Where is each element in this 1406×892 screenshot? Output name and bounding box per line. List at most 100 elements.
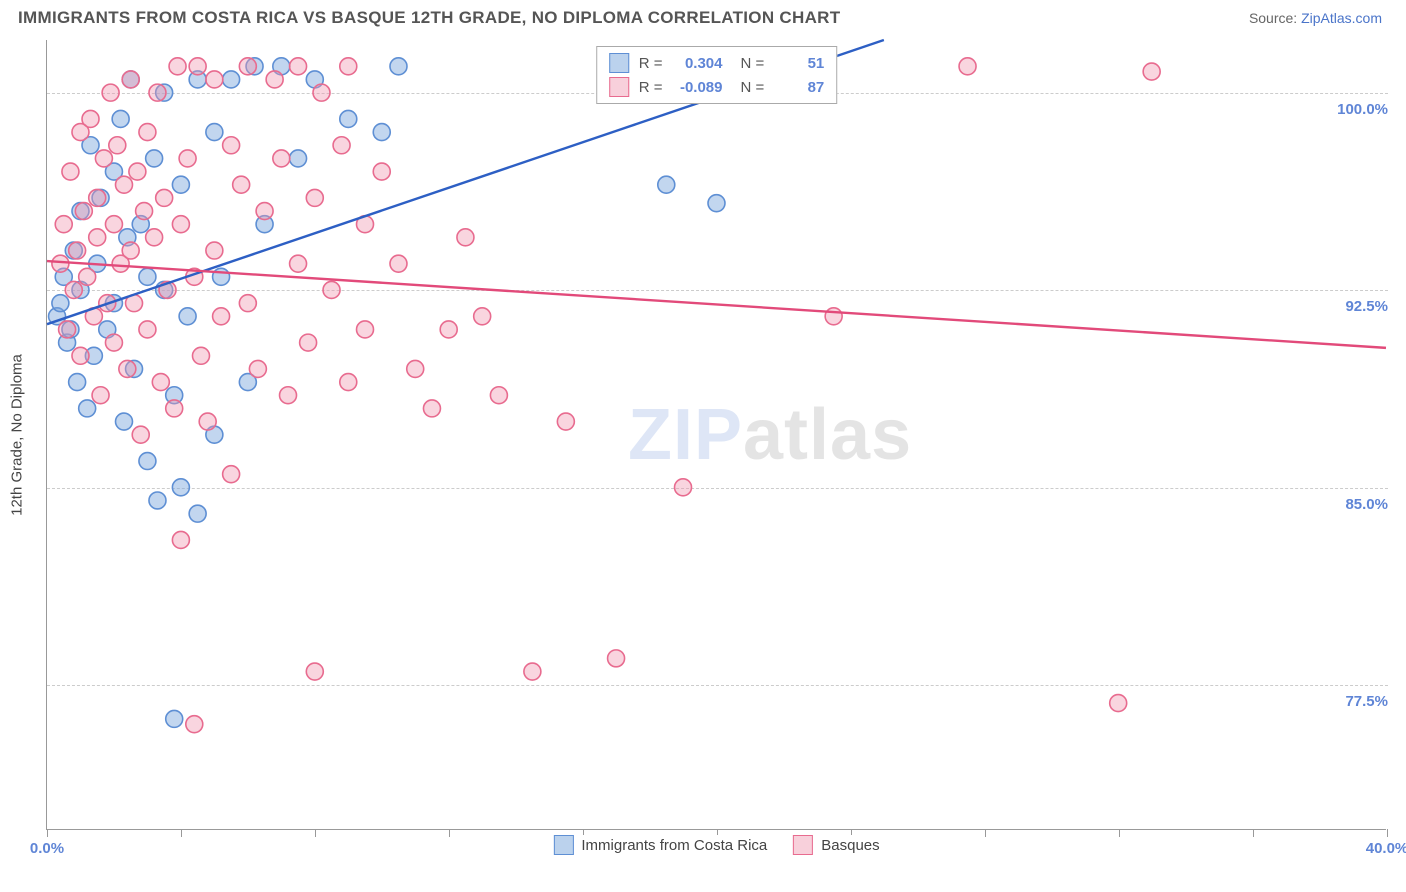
data-point (152, 374, 169, 391)
data-point (79, 268, 96, 285)
data-point (340, 110, 357, 127)
x-tick (449, 829, 450, 837)
data-point (122, 242, 139, 259)
data-point (290, 255, 307, 272)
data-point (55, 216, 72, 233)
data-point (72, 347, 89, 364)
data-point (179, 150, 196, 167)
data-point (457, 229, 474, 246)
data-point (290, 150, 307, 167)
correlation-chart: 12th Grade, No Diploma 77.5%85.0%92.5%10… (46, 40, 1386, 830)
data-point (340, 58, 357, 75)
data-point (146, 150, 163, 167)
data-point (192, 347, 209, 364)
data-point (139, 268, 156, 285)
data-point (407, 360, 424, 377)
data-point (959, 58, 976, 75)
data-point (119, 360, 136, 377)
data-point (390, 255, 407, 272)
x-tick-label: 0.0% (30, 840, 64, 857)
data-point (172, 176, 189, 193)
data-point (69, 374, 86, 391)
data-point (92, 387, 109, 404)
data-point (239, 295, 256, 312)
data-point (373, 163, 390, 180)
data-point (89, 229, 106, 246)
data-point (82, 110, 99, 127)
data-point (166, 710, 183, 727)
data-point (223, 466, 240, 483)
legend-label: Immigrants from Costa Rica (581, 837, 767, 854)
data-point (172, 531, 189, 548)
x-tick (985, 829, 986, 837)
x-tick (1387, 829, 1388, 837)
data-point (169, 58, 186, 75)
data-point (139, 321, 156, 338)
y-axis-title: 12th Grade, No Diploma (9, 354, 26, 516)
data-point (105, 334, 122, 351)
data-point (172, 216, 189, 233)
data-point (290, 58, 307, 75)
data-point (115, 413, 132, 430)
data-point (524, 663, 541, 680)
data-point (65, 281, 82, 298)
data-point (75, 203, 92, 220)
data-point (189, 505, 206, 522)
data-point (112, 110, 129, 127)
data-point (273, 150, 290, 167)
source-link[interactable]: ZipAtlas.com (1301, 10, 1382, 26)
data-point (256, 203, 273, 220)
data-point (239, 58, 256, 75)
data-point (122, 71, 139, 88)
data-point (306, 189, 323, 206)
x-tick (315, 829, 316, 837)
x-tick-label: 40.0% (1366, 840, 1406, 857)
data-point (1110, 695, 1127, 712)
data-point (139, 453, 156, 470)
data-point (69, 242, 86, 259)
data-point (149, 492, 166, 509)
data-point (139, 124, 156, 141)
data-point (474, 308, 491, 325)
data-point (179, 308, 196, 325)
data-point (105, 216, 122, 233)
data-point (156, 189, 173, 206)
data-point (95, 150, 112, 167)
data-point (223, 137, 240, 154)
data-point (266, 71, 283, 88)
data-point (340, 374, 357, 391)
data-point (79, 400, 96, 417)
data-point (608, 650, 625, 667)
data-point (109, 137, 126, 154)
data-point (306, 663, 323, 680)
data-point (52, 295, 69, 312)
legend-swatch-blue (553, 835, 573, 855)
data-point (59, 321, 76, 338)
data-point (390, 58, 407, 75)
data-point (300, 334, 317, 351)
data-point (825, 308, 842, 325)
data-point (206, 71, 223, 88)
data-point (62, 163, 79, 180)
data-point (490, 387, 507, 404)
source-attribution: Source: ZipAtlas.com (1249, 10, 1382, 26)
plot-area (47, 40, 1386, 829)
legend-swatch-pink (609, 77, 629, 97)
x-tick (181, 829, 182, 837)
data-point (373, 124, 390, 141)
data-point (52, 255, 69, 272)
data-point (136, 203, 153, 220)
x-tick (1253, 829, 1254, 837)
data-point (333, 137, 350, 154)
data-point (206, 242, 223, 259)
data-point (172, 479, 189, 496)
data-point (233, 176, 250, 193)
data-point (675, 479, 692, 496)
data-point (313, 84, 330, 101)
data-point (280, 387, 297, 404)
series-legend: Immigrants from Costa Rica Basques (547, 835, 885, 855)
data-point (223, 71, 240, 88)
data-point (189, 58, 206, 75)
chart-title: IMMIGRANTS FROM COSTA RICA VS BASQUE 12T… (18, 8, 840, 28)
data-point (708, 195, 725, 212)
